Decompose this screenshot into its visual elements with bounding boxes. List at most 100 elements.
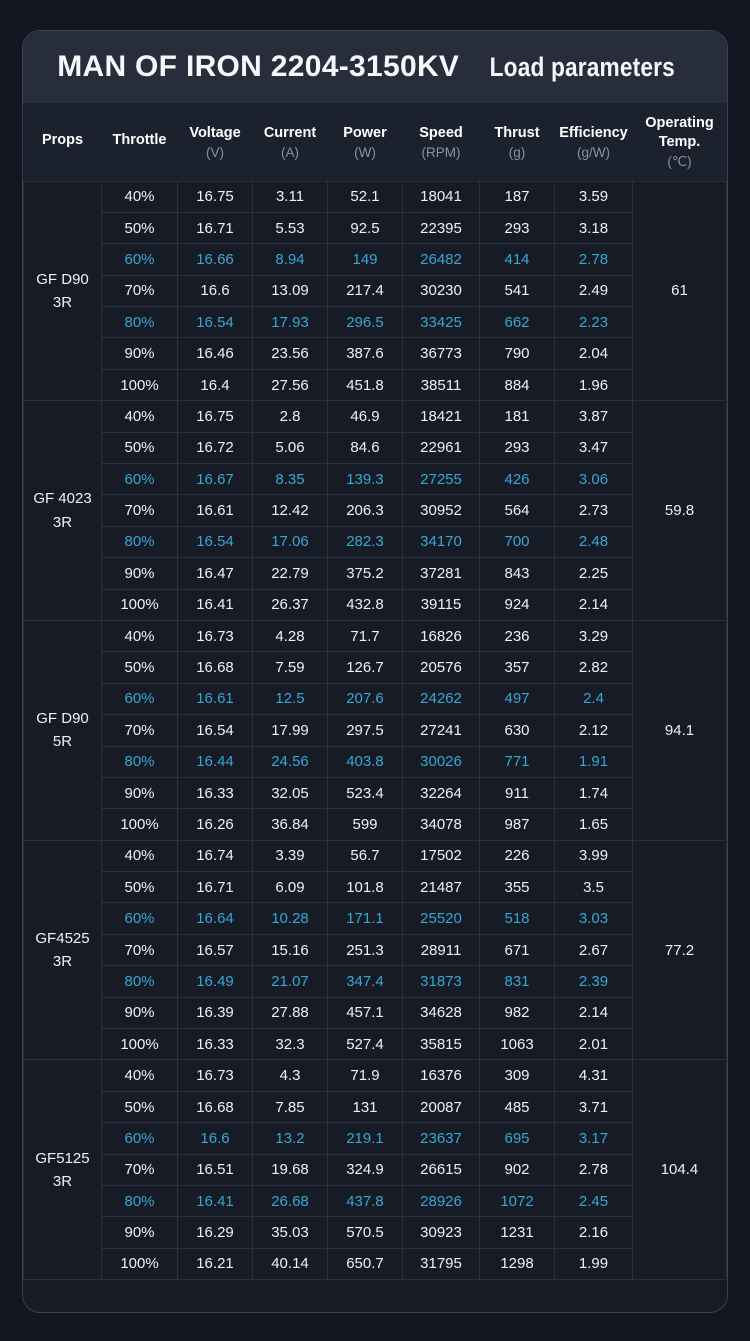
table-row: 80% 16.41 26.68 437.8 28926 1072 2.45	[24, 1184, 727, 1218]
cell-thrust: 1072	[479, 1184, 555, 1218]
cell-efficiency: 2.39	[554, 965, 633, 998]
column-header-props: Props	[23, 103, 102, 181]
cell-thrust: 1063	[479, 1028, 555, 1061]
cell-speed: 38511	[402, 368, 480, 402]
cell-current: 26.68	[252, 1184, 328, 1218]
table-row: 100% 16.4 27.56 451.8 38511 884 1.96	[24, 368, 727, 402]
operating-temp-cell: 61	[632, 180, 727, 402]
cell-throttle: 70%	[101, 714, 178, 747]
table-row: 70% 16.51 19.68 324.9 26615 902 2.78	[24, 1153, 727, 1187]
cell-throttle: 50%	[101, 871, 178, 904]
table-row: 100% 16.21 40.14 650.7 31795 1298 1.99	[24, 1247, 727, 1281]
cell-current: 4.3	[252, 1059, 328, 1092]
cell-throttle: 40%	[101, 180, 178, 213]
table-row: 60% 16.61 12.5 207.6 24262 497 2.4	[24, 682, 727, 716]
cell-thrust: 187	[479, 180, 555, 213]
cell-efficiency: 1.99	[554, 1247, 633, 1281]
cell-current: 32.3	[252, 1028, 328, 1061]
cell-speed: 26615	[402, 1153, 480, 1187]
table-row: GF D90 5R 40% 16.73 4.28 71.7 16826 236 3.29 94.1	[23, 619, 727, 841]
table-row: 90% 16.39 27.88 457.1 34628 982 2.14	[24, 996, 727, 1030]
cell-speed: 26482	[402, 243, 480, 276]
cell-throttle: 100%	[101, 1247, 178, 1281]
cell-power: 171.1	[327, 902, 403, 935]
cell-efficiency: 3.71	[554, 1090, 633, 1124]
cell-power: 297.5	[327, 714, 403, 747]
operating-temp-cell: 94.1	[632, 619, 727, 841]
table-row: 90% 16.47 22.79 375.2 37281 843 2.25	[24, 557, 727, 590]
table-row: 50% 16.68 7.85 131 20087 485 3.71	[24, 1090, 727, 1124]
cell-throttle: 50%	[101, 211, 178, 245]
cell-voltage: 16.72	[177, 431, 253, 465]
cell-power: 126.7	[327, 651, 403, 684]
cell-throttle: 70%	[101, 933, 178, 967]
table-row: 90% 16.33 32.05 523.4 32264 911 1.74	[24, 776, 727, 810]
cell-power: 71.7	[327, 619, 403, 653]
cell-current: 8.35	[252, 463, 328, 496]
cell-throttle: 100%	[101, 368, 178, 402]
cell-thrust: 518	[479, 902, 555, 935]
cell-speed: 21487	[402, 871, 480, 904]
cell-power: 527.4	[327, 1028, 403, 1061]
cell-efficiency: 3.17	[554, 1122, 633, 1155]
cell-thrust: 355	[479, 871, 555, 904]
cell-voltage: 16.74	[177, 839, 253, 873]
cell-throttle: 50%	[101, 1090, 178, 1124]
cell-throttle: 50%	[101, 651, 178, 684]
cell-current: 26.37	[252, 588, 328, 621]
cell-efficiency: 2.67	[554, 933, 633, 967]
cell-power: 52.1	[327, 180, 403, 213]
cell-voltage: 16.73	[177, 1059, 253, 1092]
cell-throttle: 60%	[101, 902, 178, 935]
cell-voltage: 16.71	[177, 211, 253, 245]
operating-temp-cell: 104.4	[632, 1059, 727, 1281]
cell-thrust: 497	[479, 682, 555, 716]
cell-efficiency: 2.78	[554, 1153, 633, 1187]
cell-throttle: 80%	[101, 306, 178, 339]
column-header-efficiency: Efficiency (g/W)	[554, 103, 633, 181]
cell-voltage: 16.47	[177, 557, 253, 590]
cell-current: 19.68	[252, 1153, 328, 1187]
cell-thrust: 357	[479, 651, 555, 684]
cell-speed: 30923	[402, 1216, 480, 1249]
cell-throttle: 90%	[101, 776, 178, 810]
cell-thrust: 902	[479, 1153, 555, 1187]
table-row: 50% 16.71 6.09 101.8 21487 355 3.5	[24, 871, 727, 904]
cell-throttle: 60%	[101, 463, 178, 496]
cell-thrust: 564	[479, 494, 555, 527]
table-row: 70% 16.54 17.99 297.5 27241 630 2.12	[24, 714, 727, 747]
cell-current: 21.07	[252, 965, 328, 998]
table-row: 60% 16.64 10.28 171.1 25520 518 3.03	[24, 902, 727, 935]
cell-thrust: 426	[479, 463, 555, 496]
cell-efficiency: 2.01	[554, 1028, 633, 1061]
cell-speed: 27255	[402, 463, 480, 496]
cell-voltage: 16.68	[177, 651, 253, 684]
cell-current: 13.09	[252, 274, 328, 308]
cell-efficiency: 3.5	[554, 871, 633, 904]
cell-current: 23.56	[252, 337, 328, 370]
column-unit: (℃)	[667, 153, 692, 169]
table-row: 60% 16.67 8.35 139.3 27255 426 3.06	[24, 463, 727, 496]
cell-speed: 28926	[402, 1184, 480, 1218]
cell-voltage: 16.75	[177, 400, 253, 433]
title-bar: MAN OF IRON 2204-3150KV Load parameters	[23, 31, 727, 103]
cell-efficiency: 1.65	[554, 808, 633, 841]
cell-current: 27.88	[252, 996, 328, 1030]
cell-efficiency: 1.96	[554, 368, 633, 402]
cell-power: 71.9	[327, 1059, 403, 1092]
cell-throttle: 40%	[101, 1059, 178, 1092]
cell-current: 5.06	[252, 431, 328, 465]
cell-current: 7.85	[252, 1090, 328, 1124]
cell-current: 15.16	[252, 933, 328, 967]
column-header-voltage: Voltage (V)	[177, 103, 253, 181]
cell-thrust: 987	[479, 808, 555, 841]
cell-speed: 30952	[402, 494, 480, 527]
cell-power: 84.6	[327, 431, 403, 465]
cell-current: 40.14	[252, 1247, 328, 1281]
cell-speed: 27241	[402, 714, 480, 747]
column-label: Props	[41, 132, 84, 149]
cell-thrust: 541	[479, 274, 555, 308]
cell-current: 10.28	[252, 902, 328, 935]
cell-speed: 16376	[402, 1059, 480, 1092]
cell-speed: 32264	[402, 776, 480, 810]
